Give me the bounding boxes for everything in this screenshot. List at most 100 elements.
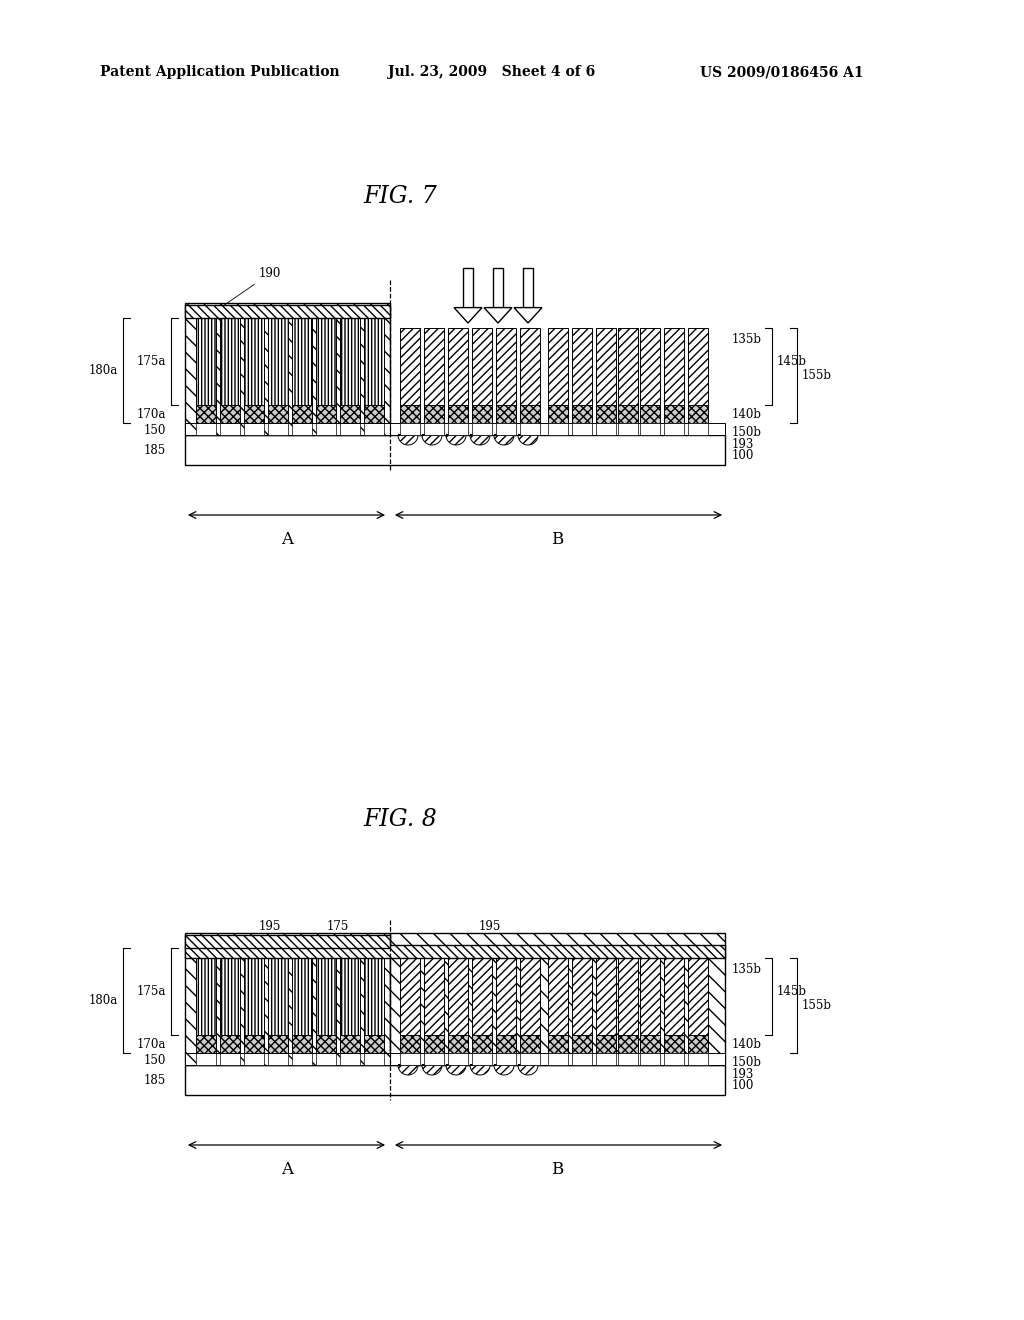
Bar [244,405,264,422]
Text: Jul. 23, 2009   Sheet 4 of 6: Jul. 23, 2009 Sheet 4 of 6 [388,65,595,79]
Polygon shape [446,436,466,445]
Bar [572,1053,592,1065]
Bar [688,1035,708,1053]
Text: 100: 100 [732,449,755,462]
Bar [244,948,264,1035]
Polygon shape [398,436,418,445]
Text: 150b: 150b [732,425,762,438]
Bar [268,405,288,422]
Bar [640,327,660,405]
Bar [520,422,540,436]
Bar [364,948,384,1035]
Text: 185: 185 [143,1073,166,1086]
Text: 150: 150 [143,425,166,437]
Text: 135b: 135b [732,333,762,346]
Bar [523,268,534,308]
Bar [548,1035,568,1053]
Text: 150: 150 [143,1055,166,1068]
Bar [688,405,708,422]
Bar [292,422,312,436]
Bar [390,933,725,1065]
Bar [572,958,592,1035]
Bar [664,405,684,422]
Bar [185,305,390,318]
Polygon shape [422,436,442,445]
Bar [618,327,638,405]
Bar [268,1053,288,1065]
Text: 193: 193 [732,1068,755,1081]
Bar [493,268,503,308]
Text: 175a: 175a [136,985,166,998]
Bar [664,1053,684,1065]
Bar [292,405,312,422]
Bar [220,422,240,436]
Bar [496,1053,516,1065]
Text: Patent Application Publication: Patent Application Publication [100,65,340,79]
Bar [292,1035,312,1053]
Text: 170a: 170a [136,408,166,421]
Bar [640,958,660,1035]
Text: FIG. 8: FIG. 8 [364,808,437,832]
Bar [688,1053,708,1065]
Bar [400,1053,420,1065]
Bar [472,1053,492,1065]
Bar [316,405,336,422]
Bar [185,422,390,436]
Bar [316,1035,336,1053]
Polygon shape [518,436,538,445]
Bar [449,327,468,405]
Bar [424,405,444,422]
Bar [244,1053,264,1065]
Bar [424,958,444,1035]
Text: 175a: 175a [136,355,166,368]
Bar [424,422,444,436]
Bar [196,948,216,1035]
Text: 180a: 180a [89,994,118,1007]
Bar [220,405,240,422]
Bar [424,1053,444,1065]
Bar [400,405,420,422]
Bar [548,327,568,405]
Bar [424,1035,444,1053]
Bar [472,1035,492,1053]
Bar [400,422,420,436]
Bar [196,422,216,436]
Bar [244,1035,264,1053]
Bar [449,405,468,422]
Bar [340,405,360,422]
Bar [664,958,684,1035]
Bar [572,405,592,422]
Bar [316,318,336,405]
Bar [664,422,684,436]
Bar [364,318,384,405]
Bar [244,422,264,436]
Bar [220,1035,240,1053]
Text: B: B [551,1162,563,1177]
Bar [292,318,312,405]
Bar [449,422,468,436]
Text: 185: 185 [143,444,166,457]
Bar [618,1053,638,1065]
Bar [185,945,725,958]
Text: 195: 195 [479,920,501,933]
Text: 155b: 155b [802,370,831,381]
Bar [688,422,708,436]
Bar [618,422,638,436]
Bar [196,1053,216,1065]
Bar [520,958,540,1035]
Bar [572,422,592,436]
Text: 170a: 170a [136,1038,166,1051]
Bar [472,958,492,1035]
Bar [292,1053,312,1065]
Bar [520,405,540,422]
Polygon shape [454,308,482,323]
Bar [340,1035,360,1053]
Bar [400,327,420,405]
Text: A: A [282,1162,294,1177]
Bar [268,422,288,436]
Bar [185,1065,725,1096]
Bar [185,1053,390,1065]
Bar [640,422,660,436]
Polygon shape [470,1065,490,1074]
Polygon shape [398,1065,418,1074]
